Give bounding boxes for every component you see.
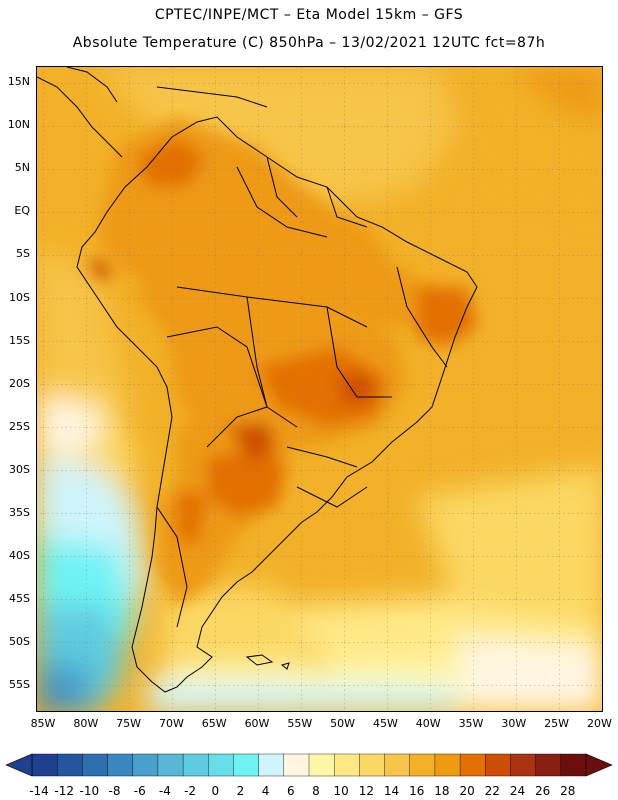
colorbar-cell (359, 753, 386, 777)
colorbar-tick-label: 8 (312, 784, 320, 798)
colorbar-cell (560, 753, 587, 777)
lon-label: 45W (372, 717, 398, 730)
colorbar-cell (409, 753, 436, 777)
lat-label: 20S (9, 376, 30, 390)
colorbar-cell (56, 753, 83, 777)
colorbar-tick-label: -10 (79, 784, 100, 798)
colorbar-cell (535, 753, 562, 777)
colorbar-cell (182, 753, 209, 777)
colorbar-cell (283, 753, 310, 777)
colorbar (5, 753, 613, 777)
colorbar-tick-label: 22 (484, 784, 500, 798)
lon-label: 65W (201, 717, 227, 730)
lon-label: 35W (458, 717, 484, 730)
lon-label: 40W (415, 717, 441, 730)
map-canvas (37, 67, 602, 711)
colorbar-cell (485, 753, 511, 777)
colorbar-tick-label: 18 (434, 784, 450, 798)
colorbar-cell (384, 753, 411, 777)
colorbar-tick-label: 2 (236, 784, 245, 798)
colorbar-cell (132, 753, 159, 777)
lat-label: 50S (9, 635, 30, 649)
lon-label: 55W (287, 717, 313, 730)
colorbar-tick-label: 16 (409, 784, 425, 798)
colorbar-cell (107, 753, 134, 777)
lon-label: 30W (501, 717, 527, 730)
lat-label: 10S (9, 290, 30, 304)
lat-label: 40S (9, 549, 30, 563)
lat-label: 15N (7, 75, 30, 88)
lat-label: 5S (16, 247, 30, 261)
lat-label: 45S (9, 592, 30, 606)
lon-label: 60W (244, 717, 270, 730)
temperature-map (36, 66, 603, 712)
colorbar-cell (233, 753, 260, 777)
colorbar-cell (459, 753, 486, 777)
lon-label: 85W (30, 717, 56, 730)
colorbar-tick-label: -6 (133, 784, 146, 798)
lat-label: 55S (9, 678, 30, 692)
colorbar-cell (31, 753, 58, 777)
lat-label: 35S (9, 506, 30, 519)
coastlines (37, 67, 478, 693)
colorbar-tick-label: -14 (29, 784, 49, 798)
lat-label: 30S (9, 462, 30, 476)
lat-label: EQ (14, 204, 30, 218)
lat-label: 5N (14, 161, 30, 175)
map-title-line1: CPTEC/INPE/MCT – Eta Model 15km – GFS (154, 7, 464, 23)
colorbar-cell (157, 753, 184, 777)
lon-label: 25W (544, 717, 570, 730)
colorbar-cell (208, 753, 234, 777)
colorbar-tick-label: 26 (534, 784, 551, 798)
colorbar-tick-label: -4 (158, 784, 171, 798)
lat-lon-grid (37, 67, 602, 711)
triangle-left-icon (5, 753, 33, 777)
colorbar-tick-label: -12 (54, 784, 74, 798)
colorbar-tick-label: 0 (211, 784, 220, 798)
colorbar-tick-label: 20 (459, 784, 475, 798)
lon-label: 20W (586, 717, 612, 730)
lon-label: 80W (73, 717, 99, 730)
colorbar-cell (510, 753, 537, 777)
lat-label: 15S (9, 333, 30, 347)
colorbar-tick-label: 24 (509, 784, 526, 798)
colorbar-cell (82, 753, 109, 777)
colorbar-cell (308, 753, 335, 777)
colorbar-tick-label: -8 (108, 784, 121, 798)
map-title-line2: Absolute Temperature (C) 850hPa – 13/02/… (72, 35, 546, 51)
lon-label: 50W (330, 717, 356, 730)
lat-label: 10N (7, 118, 30, 132)
colorbar-cell (333, 753, 360, 777)
colorbar-tick-label: -2 (184, 784, 197, 798)
lon-label: 70W (158, 717, 184, 730)
lat-label: 25S (9, 419, 30, 433)
colorbar-tick-label: 28 (560, 784, 576, 798)
colorbar-tick-label: 14 (383, 784, 400, 798)
colorbar-tick-label: 4 (261, 784, 270, 798)
colorbar-tick-label: 6 (286, 784, 295, 798)
colorbar-cell (434, 753, 461, 777)
colorbar-cell (258, 753, 285, 777)
colorbar-tick-label: 10 (333, 784, 349, 798)
colorbar-tick-label: 12 (358, 784, 374, 798)
lon-label: 75W (116, 717, 142, 730)
triangle-right-icon (585, 753, 613, 777)
